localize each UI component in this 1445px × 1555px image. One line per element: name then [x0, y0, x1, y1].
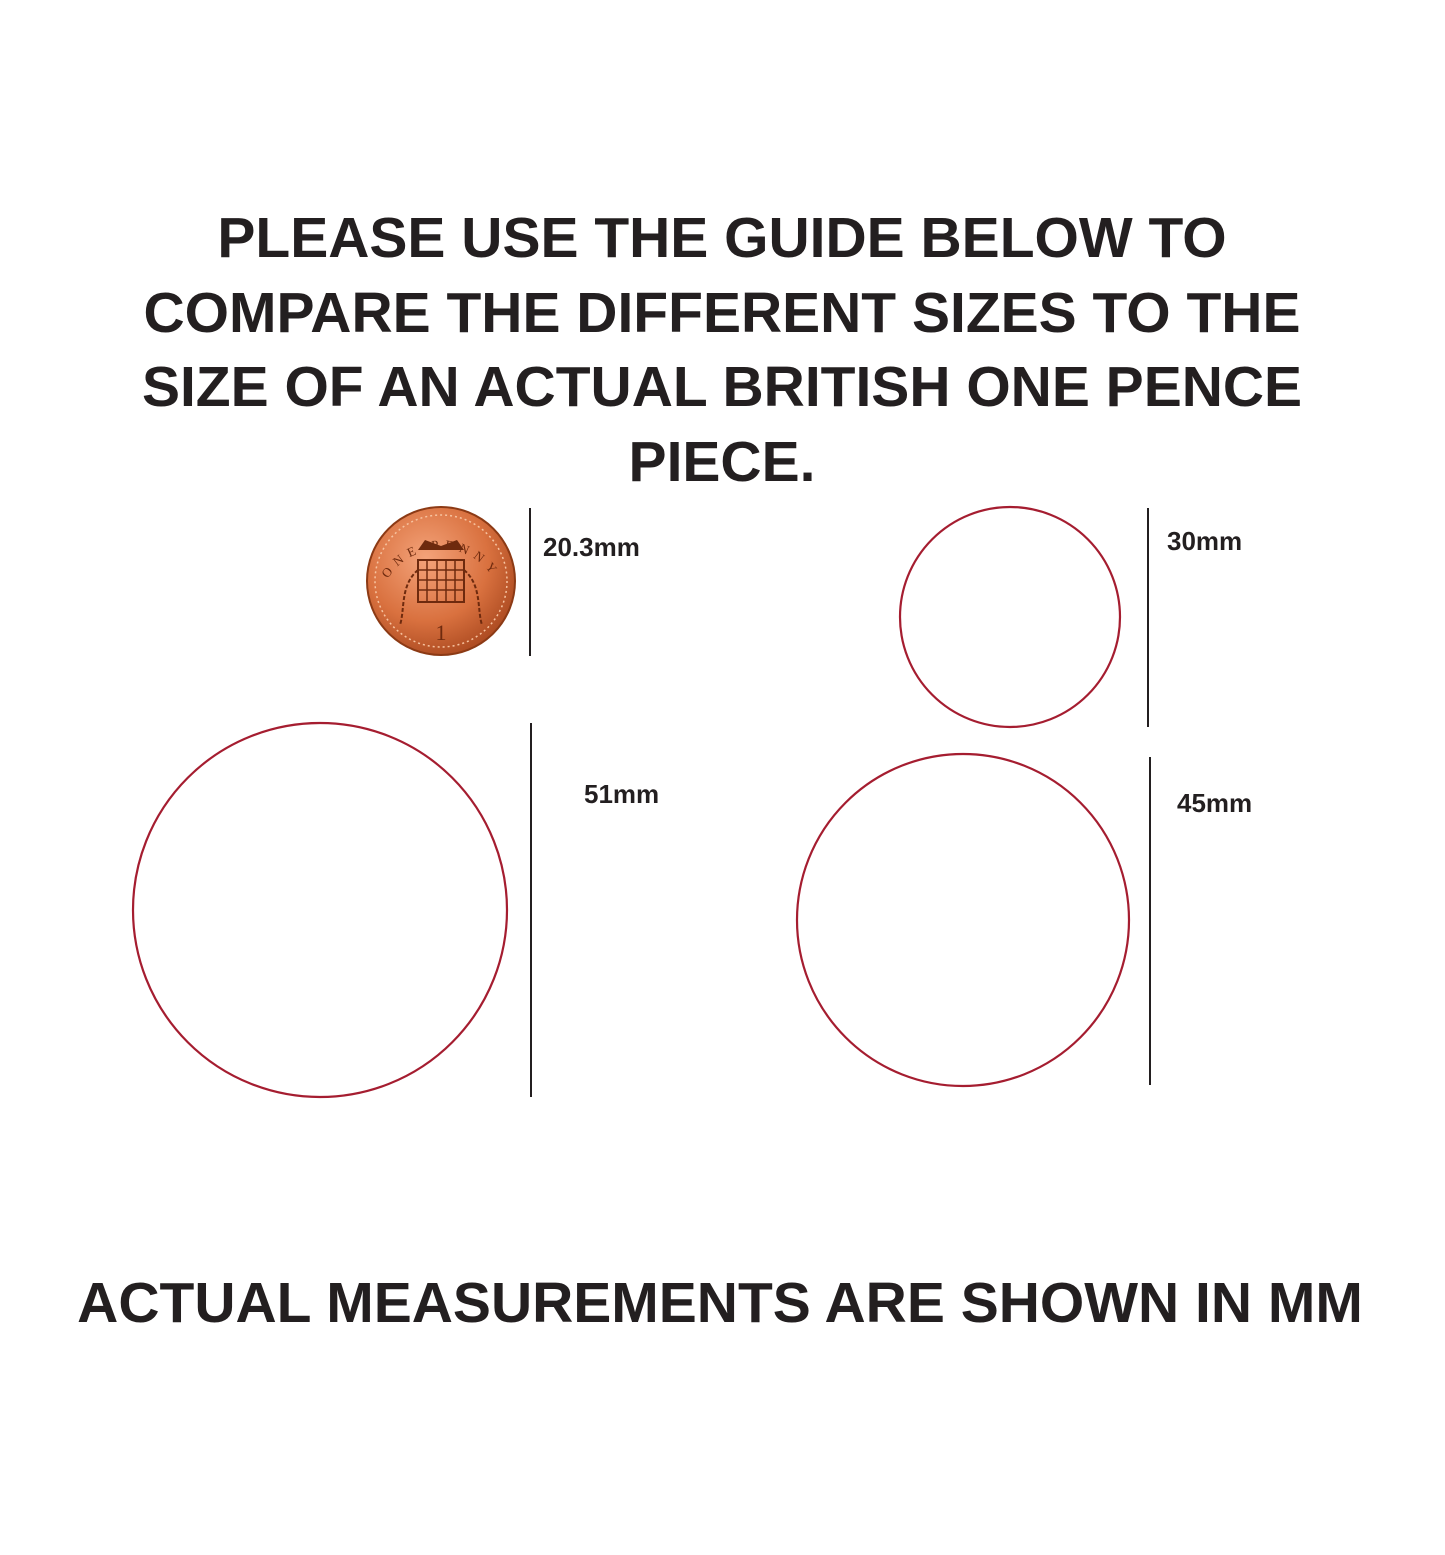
heading-line: PIECE.	[629, 430, 816, 494]
chains	[399, 569, 483, 626]
size-circle	[795, 752, 1131, 1088]
heading-line: SIZE OF AN ACTUAL BRITISH ONE PENCE	[142, 355, 1302, 419]
size-circle	[131, 721, 509, 1099]
size-label: 20.3mm	[543, 532, 640, 562]
portcullis	[417, 559, 465, 603]
coin-rim	[374, 514, 508, 648]
size-label: 30mm	[1167, 526, 1242, 556]
crown	[418, 540, 464, 550]
portcullis-bars	[418, 560, 464, 602]
footer-note: ACTUAL MEASUREMENTS ARE SHOWN IN MM	[77, 1271, 1363, 1335]
size-circle	[898, 505, 1122, 729]
coin-face	[366, 506, 516, 656]
size-label: 51mm	[584, 779, 659, 809]
size-label: 45mm	[1177, 788, 1252, 818]
heading-line: PLEASE USE THE GUIDE BELOW TO	[217, 206, 1226, 270]
penny-coin: ONE PENNY 1	[366, 506, 516, 656]
coin-denomination: 1	[436, 620, 447, 645]
heading-line: COMPARE THE DIFFERENT SIZES TO THE	[144, 281, 1301, 345]
